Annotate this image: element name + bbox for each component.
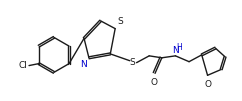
Text: O: O	[204, 80, 211, 89]
Text: S: S	[117, 17, 123, 26]
Text: H: H	[176, 43, 182, 52]
Text: N: N	[80, 60, 87, 69]
Text: N: N	[172, 46, 179, 55]
Text: O: O	[151, 78, 158, 87]
Text: S: S	[130, 58, 136, 67]
Text: Cl: Cl	[18, 61, 27, 70]
